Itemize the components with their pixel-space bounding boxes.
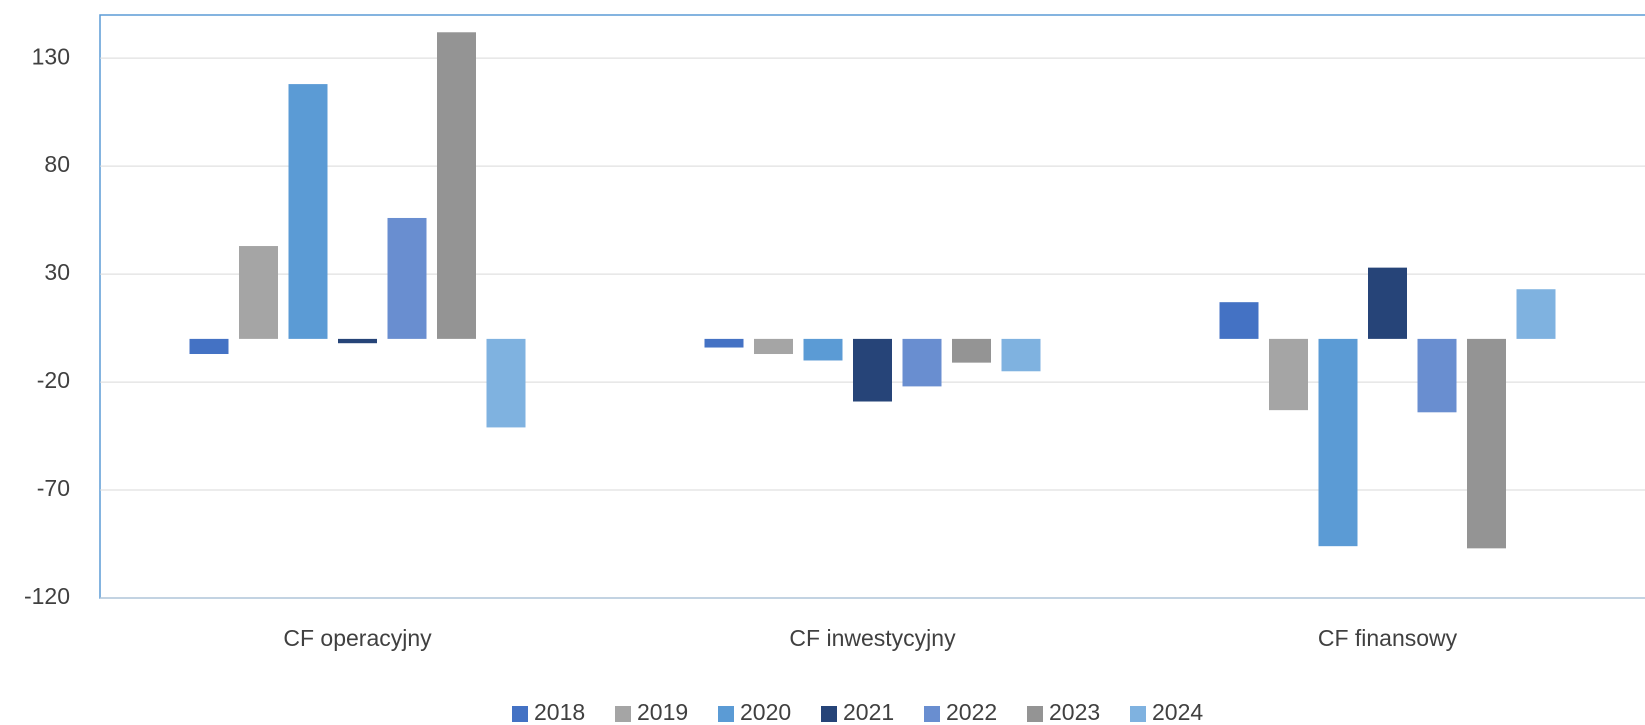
legend-label: 2018	[534, 699, 585, 725]
bar	[853, 338, 892, 402]
legend-swatch	[821, 706, 837, 722]
legend-label: 2023	[1049, 699, 1100, 725]
bar	[754, 338, 793, 355]
legend-swatch	[718, 706, 734, 722]
legend-swatch	[1027, 706, 1043, 722]
plot-border	[99, 14, 1645, 599]
bar	[1219, 302, 1259, 339]
y-tick-label: -70	[37, 475, 70, 501]
bar	[486, 338, 526, 428]
legend-label: 2020	[740, 699, 791, 725]
bar	[1417, 338, 1457, 413]
legend-label: 2019	[637, 699, 688, 725]
bar	[803, 338, 843, 361]
legend-swatch	[924, 706, 940, 722]
bar	[952, 338, 991, 363]
y-tick-label: 30	[44, 259, 70, 285]
bar	[704, 338, 744, 348]
x-tick-label: CF inwestycyjny	[789, 625, 956, 651]
bar	[1516, 289, 1556, 339]
bar	[1467, 338, 1506, 549]
bar	[1318, 338, 1358, 547]
bar	[902, 338, 942, 387]
legend-swatch	[512, 706, 528, 722]
bar	[288, 84, 328, 339]
bar	[1368, 267, 1407, 339]
legend-label: 2021	[843, 699, 894, 725]
bar	[387, 217, 427, 339]
x-tick-label: CF finansowy	[1318, 625, 1458, 651]
bar	[189, 338, 229, 355]
legend-label: 2022	[946, 699, 997, 725]
bar	[1269, 338, 1308, 411]
bar	[338, 338, 377, 344]
y-tick-label: -20	[37, 367, 70, 393]
y-tick-label: 80	[44, 151, 70, 177]
bar	[437, 32, 476, 339]
bar	[239, 246, 278, 339]
legend-swatch	[615, 706, 631, 722]
bar	[1001, 338, 1041, 372]
legend-swatch	[1130, 706, 1146, 722]
legend-label: 2024	[1152, 699, 1203, 725]
y-tick-label: -120	[24, 583, 70, 609]
y-tick-label: 130	[32, 43, 70, 69]
x-tick-label: CF operacyjny	[283, 625, 432, 651]
